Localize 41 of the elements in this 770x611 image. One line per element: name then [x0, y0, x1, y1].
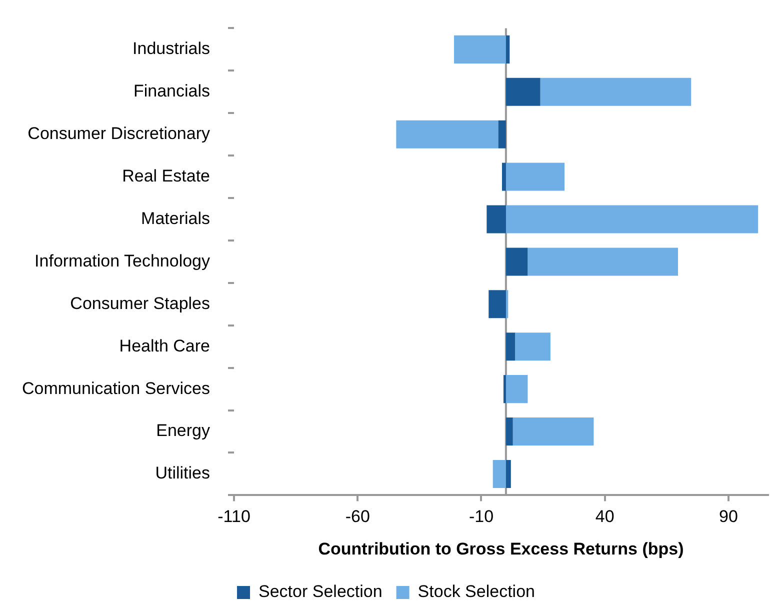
bar: [506, 290, 508, 318]
x-axis-title: Countribution to Gross Excess Returns (bps): [318, 539, 684, 558]
legend-label: Stock Selection: [418, 582, 535, 602]
bar: [506, 35, 510, 64]
bar: [498, 120, 506, 148]
bar: [506, 162, 565, 191]
y-tick-label: Consumer Staples: [70, 294, 210, 313]
bar: [528, 248, 678, 276]
y-tick-label: Materials: [141, 208, 210, 228]
bar: [488, 290, 506, 318]
bar: [506, 418, 513, 446]
x-tick-label: 90: [718, 507, 738, 526]
bar: [512, 418, 594, 446]
x-tick-label: -60: [345, 507, 370, 526]
bar: [515, 332, 550, 361]
bar: [506, 460, 511, 488]
y-tick-label: Financials: [133, 82, 210, 101]
bar: [396, 120, 498, 148]
bar: [502, 162, 506, 191]
bar: [486, 205, 506, 234]
y-tick-label: Information Technology: [34, 251, 211, 270]
y-tick-label: Health Care: [119, 336, 210, 356]
y-tick-label: Energy: [156, 421, 210, 440]
bar: [454, 35, 506, 64]
bar: [506, 332, 516, 361]
bar: [506, 78, 540, 106]
bar: [540, 78, 692, 106]
legend-label: Sector Selection: [258, 582, 382, 602]
y-tick-label: Real Estate: [122, 166, 210, 186]
x-tick-label: 40: [595, 507, 614, 526]
x-tick-label: -110: [218, 507, 250, 526]
bar: [492, 460, 506, 488]
y-tick-label: Industrials: [132, 39, 210, 58]
y-tick-label: Consumer Discretionary: [28, 124, 211, 144]
y-tick-label: Communication Services: [22, 378, 210, 398]
bar: [506, 375, 528, 404]
bar: [506, 205, 758, 234]
x-tick-label: -10: [468, 507, 494, 526]
bar: [503, 375, 506, 404]
y-tick-label: Utilities: [155, 464, 210, 483]
bar: [506, 248, 528, 276]
